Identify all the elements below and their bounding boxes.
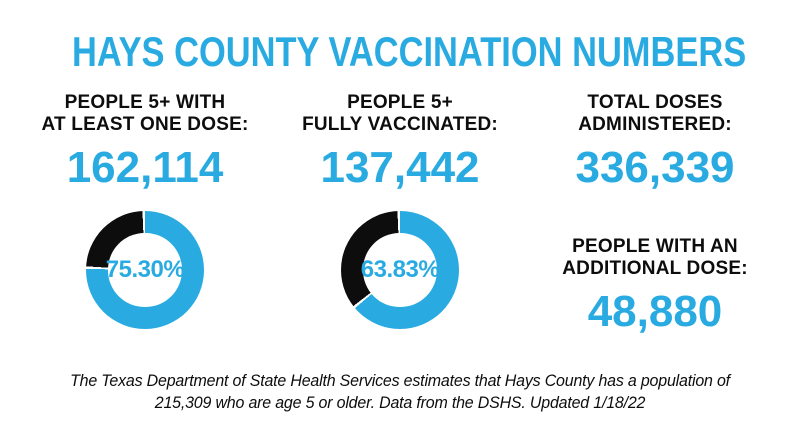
- donut-chart-one-dose: 75.30%: [86, 211, 204, 329]
- donut-hole: [108, 233, 182, 307]
- stat-total-doses-label: TOTAL DOSES ADMINISTERED:: [578, 92, 732, 136]
- stat-total-doses-value: 336,339: [575, 142, 735, 192]
- donut-chart-fully-vaccinated: 63.83%: [341, 211, 459, 329]
- donut-one-dose-percent: 75.30%: [105, 256, 185, 283]
- stat-one-dose-value: 162,114: [66, 142, 224, 192]
- source-note: The Texas Department of State Health Ser…: [70, 371, 730, 413]
- donut-fully-vaccinated-percent: 63.83%: [360, 256, 440, 283]
- page-title: HAYS COUNTY VACCINATION NUMBERS: [72, 28, 747, 75]
- stat-fully-vaccinated: PEOPLE 5+ FULLY VACCINATED: 137,442: [275, 92, 525, 190]
- donut-hole: [363, 233, 437, 307]
- stat-fully-vaccinated-value: 137,442: [320, 142, 480, 192]
- stat-additional-dose: PEOPLE WITH AN ADDITIONAL DOSE: 48,880: [530, 236, 780, 334]
- stat-additional-dose-value: 48,880: [587, 286, 723, 336]
- stat-total-doses: TOTAL DOSES ADMINISTERED: 336,339: [530, 92, 780, 190]
- stat-fully-vaccinated-label: PEOPLE 5+ FULLY VACCINATED:: [302, 92, 498, 136]
- stat-one-dose-label: PEOPLE 5+ WITH AT LEAST ONE DOSE:: [41, 92, 249, 136]
- stat-additional-dose-label: PEOPLE WITH AN ADDITIONAL DOSE:: [562, 236, 748, 280]
- stat-one-dose: PEOPLE 5+ WITH AT LEAST ONE DOSE: 162,11…: [20, 92, 270, 190]
